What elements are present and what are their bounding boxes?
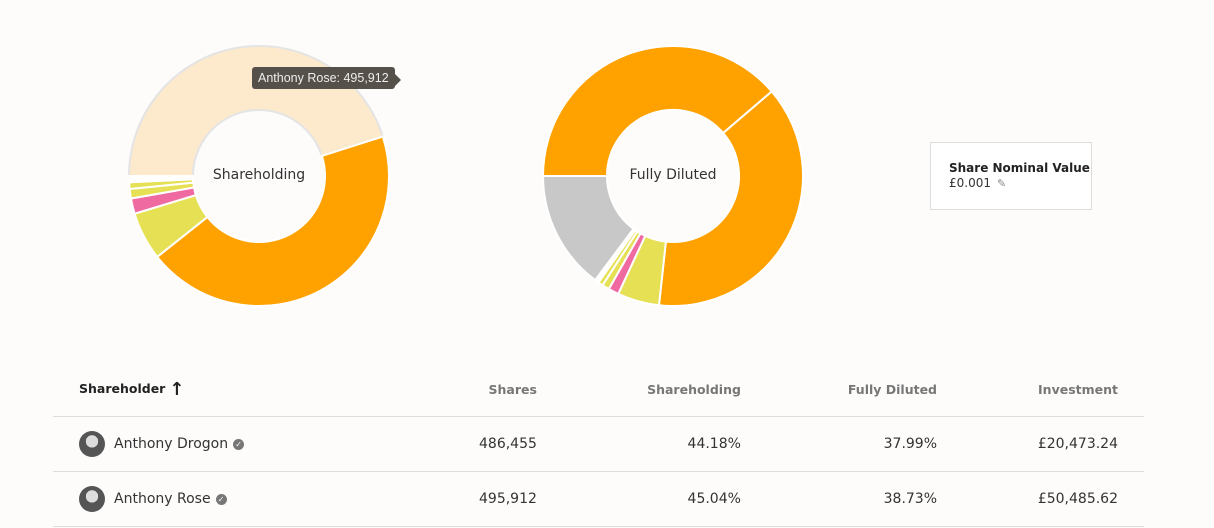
pencil-icon[interactable]: ✎ <box>997 177 1007 190</box>
donut-slice[interactable] <box>542 175 635 282</box>
investment-cell: £20,473.24 <box>963 416 1144 472</box>
verified-check-icon: ✓ <box>233 438 245 450</box>
chart-tooltip: Anthony Rose: 495,912 <box>252 67 401 89</box>
avatar <box>79 486 105 512</box>
fully-diluted-chart-label: Fully Diluted <box>629 167 717 183</box>
donut-slice[interactable] <box>542 45 774 177</box>
avatar <box>79 431 105 457</box>
shareholding-cell: 45.04% <box>562 471 767 527</box>
header-shareholder[interactable]: Shareholder ↑ <box>79 378 185 400</box>
header-shareholding[interactable]: Shareholding <box>647 381 741 397</box>
donut-slice[interactable] <box>155 135 390 307</box>
sort-arrow-up-icon[interactable]: ↑ <box>169 378 185 400</box>
shares-cell: 495,912 <box>419 471 563 527</box>
header-investment[interactable]: Investment <box>1038 381 1118 397</box>
table-row[interactable]: Anthony Rose ✓ 495,912 45.04% 38.73% £50,… <box>53 471 1144 527</box>
shares-cell: 486,455 <box>419 416 563 472</box>
share-nominal-value-card: Share Nominal Value £0.001 ✎ <box>930 142 1092 210</box>
shareholder-name[interactable]: Anthony Drogon <box>114 436 229 452</box>
donut-slice[interactable] <box>657 90 804 307</box>
shareholding-chart-label: Shareholding <box>212 167 306 183</box>
donut-slice[interactable] <box>128 175 195 184</box>
shareholders-table: Shareholder ↑ Shares Shareholding Fully D… <box>53 362 1144 527</box>
verified-check-icon: ✓ <box>215 493 227 505</box>
shareholder-name[interactable]: Anthony Rose <box>114 491 211 507</box>
nominal-value: £0.001 <box>949 176 991 190</box>
fully-diluted-donut <box>542 45 804 307</box>
table-row[interactable]: Anthony Drogon ✓ 486,455 44.18% 37.99% £2… <box>53 416 1144 472</box>
header-fully-diluted[interactable]: Fully Diluted <box>847 381 938 397</box>
header-shares[interactable]: Shares <box>488 381 537 397</box>
shareholding-cell: 44.18% <box>562 416 767 472</box>
nominal-title: Share Nominal Value <box>949 161 1090 175</box>
investment-cell: £50,485.62 <box>963 471 1144 527</box>
diluted-cell: 38.73% <box>766 471 964 527</box>
diluted-cell: 37.99% <box>766 416 964 472</box>
